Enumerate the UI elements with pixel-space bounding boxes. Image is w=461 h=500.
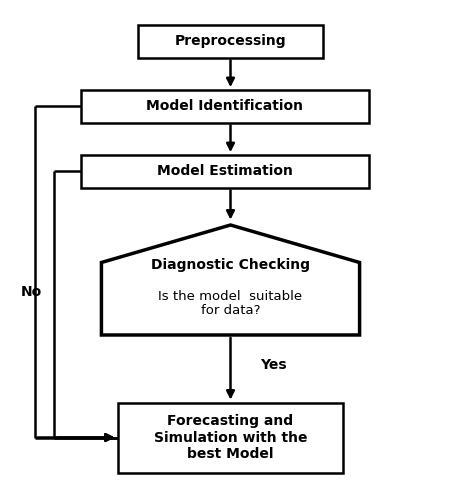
Text: Preprocessing: Preprocessing bbox=[175, 34, 286, 48]
Text: Yes: Yes bbox=[260, 358, 287, 372]
Text: Diagnostic Checking: Diagnostic Checking bbox=[151, 258, 310, 272]
Polygon shape bbox=[101, 225, 360, 335]
FancyBboxPatch shape bbox=[118, 402, 343, 472]
FancyBboxPatch shape bbox=[138, 25, 323, 58]
Text: Model Estimation: Model Estimation bbox=[157, 164, 293, 178]
FancyBboxPatch shape bbox=[81, 90, 369, 122]
Text: No: No bbox=[21, 286, 42, 300]
Text: Forecasting and
Simulation with the
best Model: Forecasting and Simulation with the best… bbox=[154, 414, 307, 461]
FancyBboxPatch shape bbox=[81, 155, 369, 188]
Text: Model Identification: Model Identification bbox=[146, 99, 303, 114]
Text: Is the model  suitable
for data?: Is the model suitable for data? bbox=[159, 290, 302, 318]
